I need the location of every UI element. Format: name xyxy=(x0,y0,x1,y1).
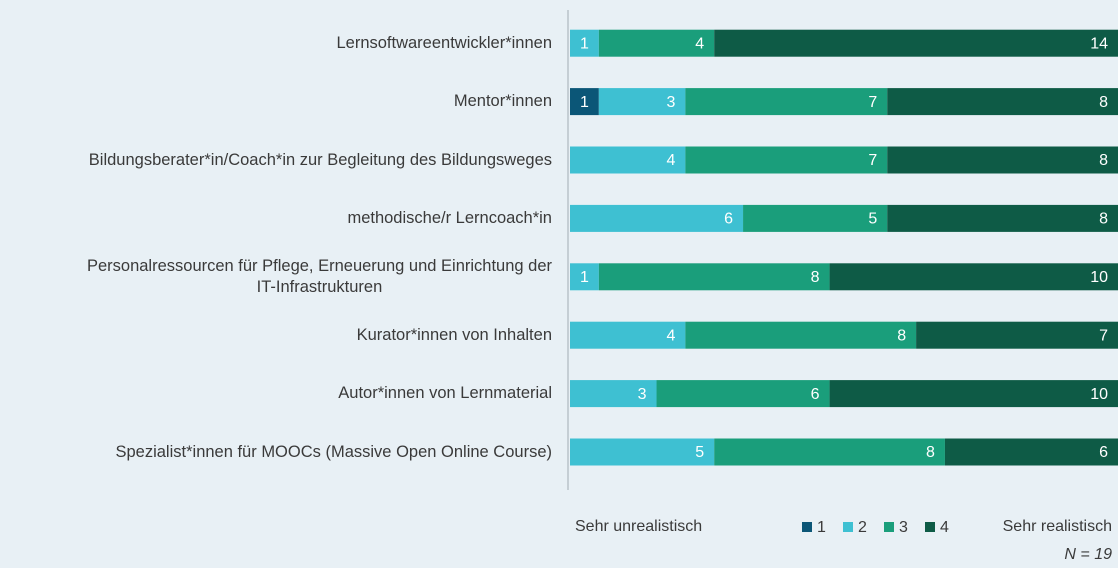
legend-swatch xyxy=(802,522,812,532)
bar-segment xyxy=(570,29,599,57)
category-label: Lernsoftwareentwickler*innen xyxy=(0,33,552,54)
bar-segment xyxy=(829,380,1118,408)
category-label: Mentor*innen xyxy=(0,91,552,112)
bar-segment xyxy=(743,204,888,232)
bar-segment xyxy=(570,321,686,349)
value-label: 8 xyxy=(897,327,906,344)
bar-segment xyxy=(570,88,599,116)
category-text: Spezialist*innen für MOOCs (Massive Open… xyxy=(115,442,552,461)
value-label: 8 xyxy=(1099,94,1108,111)
value-label: 6 xyxy=(1099,444,1108,461)
category-label: Bildungsberater*in/Coach*in zur Begleitu… xyxy=(0,150,552,171)
bar-segment xyxy=(598,88,686,116)
value-label: 1 xyxy=(580,35,589,52)
legend-label: 3 xyxy=(899,519,908,536)
legend-swatch xyxy=(843,522,853,532)
legend-label: 1 xyxy=(817,519,826,536)
category-label: Personalressourcen für Pflege, Erneuerun… xyxy=(0,256,552,298)
value-label: 7 xyxy=(868,152,877,169)
value-label: 4 xyxy=(666,327,675,344)
value-label: 8 xyxy=(1099,211,1108,228)
bar-segment xyxy=(916,321,1118,349)
legend-swatch xyxy=(884,522,894,532)
value-label: 4 xyxy=(695,35,704,52)
bar-segment xyxy=(685,88,888,116)
category-text: Personalressourcen für Pflege, Erneuerun… xyxy=(86,256,552,296)
category-text: methodische/r Lerncoach*in xyxy=(347,208,552,227)
category-label: Autor*innen von Lernmaterial xyxy=(0,383,552,404)
value-label: 4 xyxy=(666,152,675,169)
category-label: Kurator*innen von Inhalten xyxy=(0,325,552,346)
category-text: Mentor*innen xyxy=(453,92,552,111)
value-label: 8 xyxy=(811,269,820,286)
category-text: Kurator*innen von Inhalten xyxy=(356,325,552,344)
value-label: 7 xyxy=(868,94,877,111)
bar-segment xyxy=(598,263,830,291)
axis-left-label: Sehr unrealistisch xyxy=(575,518,702,535)
bar-segment xyxy=(887,146,1118,174)
bar-segment xyxy=(944,438,1118,466)
value-label: 7 xyxy=(1099,327,1108,344)
category-label: methodische/r Lerncoach*in xyxy=(0,208,552,229)
value-label: 6 xyxy=(811,386,820,403)
axis-right-label: Sehr realistisch xyxy=(1003,518,1112,535)
bar-segment xyxy=(887,204,1118,232)
bar-segment xyxy=(887,88,1118,116)
category-label: Spezialist*innen für MOOCs (Massive Open… xyxy=(0,442,552,463)
bar-segment xyxy=(570,204,744,232)
value-label: 5 xyxy=(695,444,704,461)
bar-segment xyxy=(685,321,917,349)
value-label: 3 xyxy=(638,386,647,403)
bar-segment xyxy=(570,263,599,291)
category-text: Autor*innen von Lernmaterial xyxy=(338,384,552,403)
legend-label: 4 xyxy=(940,519,949,536)
value-label: 1 xyxy=(580,269,589,286)
category-text: Lernsoftwareentwickler*innen xyxy=(336,33,552,52)
legend-swatch xyxy=(925,522,935,532)
bar-segment xyxy=(570,380,657,408)
value-label: 8 xyxy=(1099,152,1108,169)
value-label: 3 xyxy=(666,94,675,111)
bar-segment xyxy=(714,438,945,466)
value-label: 6 xyxy=(724,211,733,228)
bar-segment xyxy=(685,146,888,174)
legend-label: 2 xyxy=(858,519,867,536)
bar-segment xyxy=(829,263,1118,291)
note: N = 19 xyxy=(1064,546,1112,563)
bar-segment xyxy=(570,146,686,174)
value-label: 5 xyxy=(868,211,877,228)
value-label: 1 xyxy=(580,94,589,111)
bar-segment xyxy=(570,438,715,466)
value-label: 8 xyxy=(926,444,935,461)
value-label: 10 xyxy=(1090,269,1108,286)
bar-segment xyxy=(656,380,830,408)
value-label: 14 xyxy=(1090,35,1108,52)
bar-segment xyxy=(598,29,715,57)
value-label: 10 xyxy=(1090,386,1108,403)
category-text: Bildungsberater*in/Coach*in zur Begleitu… xyxy=(88,150,552,169)
bar-segment xyxy=(714,29,1118,57)
